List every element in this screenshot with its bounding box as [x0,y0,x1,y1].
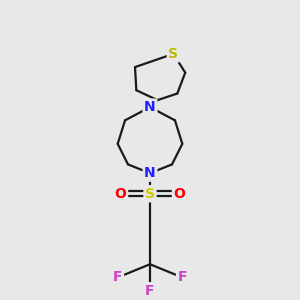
Text: F: F [178,271,187,284]
Text: O: O [173,187,185,201]
Text: S: S [145,187,155,201]
Text: O: O [115,187,127,201]
Text: F: F [113,271,122,284]
Text: S: S [168,47,178,61]
Text: N: N [144,166,156,180]
Text: F: F [145,284,155,298]
Text: N: N [144,100,156,114]
